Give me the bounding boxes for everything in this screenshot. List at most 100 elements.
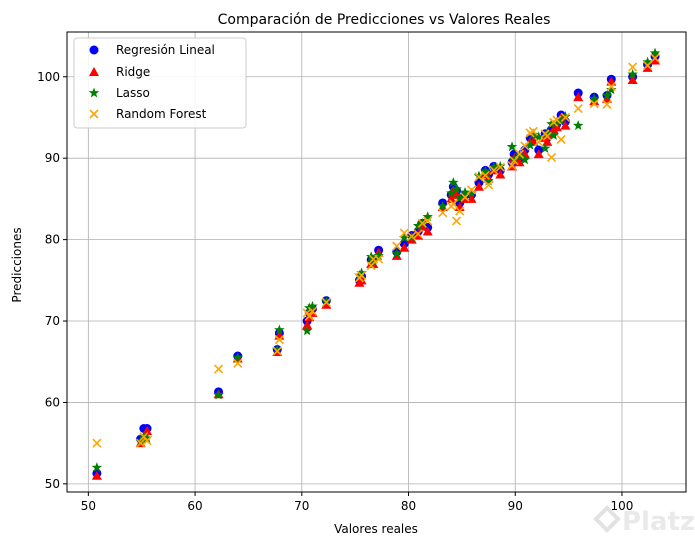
- point-random-forest: [92, 438, 102, 448]
- point-random-forest: [528, 126, 538, 136]
- point-random-forest: [417, 218, 427, 228]
- point-random-forest: [483, 180, 494, 190]
- point-random-forest: [507, 160, 517, 171]
- point-ridge: [642, 62, 653, 72]
- point-random-forest: [136, 438, 146, 448]
- point-lasso: [373, 250, 384, 261]
- point-lasso: [642, 56, 653, 67]
- data-points: [91, 47, 661, 480]
- point-lasso: [412, 220, 424, 231]
- point-lasso: [356, 267, 367, 278]
- y-tick-label: 50: [45, 477, 60, 491]
- watermark-text: Platzi: [622, 507, 695, 537]
- y-tick-label: 70: [45, 314, 60, 328]
- point-random-forest: [602, 99, 612, 110]
- point-random-forest: [552, 115, 562, 125]
- point-lasso: [213, 389, 224, 400]
- point-lasso: [301, 325, 313, 336]
- point-ridge: [422, 226, 433, 236]
- point-lasso: [321, 295, 332, 306]
- point-ridge: [650, 55, 661, 65]
- y-tick-label: 100: [37, 70, 60, 84]
- point-lasso: [506, 141, 518, 152]
- point-random-forest: [272, 346, 282, 356]
- legend-marker-regresion-lineal: [89, 45, 99, 55]
- point-random-forest: [509, 156, 519, 166]
- point-lasso: [232, 352, 243, 363]
- point-lasso: [437, 200, 448, 211]
- point-lasso: [539, 142, 551, 153]
- point-lasso: [533, 131, 544, 142]
- point-ridge: [399, 242, 410, 252]
- point-ridge: [602, 93, 613, 103]
- point-random-forest: [643, 60, 653, 70]
- point-random-forest: [489, 165, 499, 175]
- point-lasso: [548, 129, 559, 140]
- point-random-forest: [423, 216, 433, 226]
- point-lasso: [627, 68, 638, 79]
- point-random-forest: [374, 254, 384, 264]
- point-random-forest: [520, 141, 530, 151]
- point-random-forest: [438, 208, 448, 218]
- point-lasso: [274, 324, 285, 335]
- legend-label-regresion-lineal: Regresión Lineal: [116, 43, 215, 57]
- point-ridge: [533, 149, 544, 159]
- x-tick-label: 60: [187, 499, 202, 513]
- point-random-forest: [628, 62, 638, 72]
- y-tick-label: 80: [45, 233, 60, 247]
- point-ridge: [627, 75, 638, 85]
- point-lasso: [495, 160, 506, 171]
- x-tick-label: 70: [294, 499, 309, 513]
- legend-marker-ridge: [89, 67, 99, 76]
- chart-title: Comparación de Predicciones vs Valores R…: [218, 12, 551, 28]
- point-lasso: [588, 93, 600, 104]
- legend-label-lasso: Lasso: [116, 86, 150, 100]
- x-tick-label: 90: [508, 499, 523, 513]
- point-ridge: [91, 470, 102, 480]
- legend-markers: [88, 45, 100, 119]
- point-random-forest: [399, 228, 409, 238]
- point-lasso: [445, 187, 457, 198]
- point-lasso: [488, 161, 500, 172]
- point-lasso: [519, 154, 531, 165]
- point-random-forest: [321, 297, 331, 307]
- point-ridge: [573, 92, 584, 102]
- point-lasso: [422, 211, 433, 222]
- legend-marker-random-forest: [89, 109, 99, 119]
- point-random-forest: [534, 137, 544, 147]
- point-random-forest: [573, 103, 583, 114]
- point-random-forest: [274, 335, 284, 345]
- point-random-forest: [480, 170, 490, 180]
- watermark: Platzi: [593, 505, 695, 537]
- point-lasso: [454, 192, 465, 203]
- legend-box: [73, 37, 247, 129]
- legend: Regresión Lineal Ridge Lasso Random Fore…: [73, 37, 247, 129]
- point-lasso: [459, 186, 471, 197]
- point-random-forest: [606, 81, 616, 92]
- legend-marker-lasso: [88, 87, 100, 98]
- point-random-forest: [546, 152, 557, 162]
- point-lasso: [91, 462, 103, 473]
- point-lasso: [601, 90, 613, 100]
- grid: [67, 32, 686, 492]
- point-ridge: [495, 169, 506, 179]
- point-random-forest: [366, 261, 376, 271]
- point-random-forest: [392, 241, 402, 251]
- y-axis-label: Predicciones: [10, 227, 24, 302]
- point-lasso: [480, 165, 491, 176]
- series-random-forest: [92, 53, 660, 448]
- point-lasso: [141, 432, 153, 443]
- point-random-forest: [542, 131, 552, 141]
- point-lasso: [524, 139, 536, 150]
- point-random-forest: [233, 358, 243, 368]
- point-random-forest: [560, 112, 570, 123]
- point-ridge: [551, 122, 562, 132]
- axis-ticks: 50 60 70 80 90 100 50 60 70 80 90 100: [37, 70, 633, 513]
- point-lasso: [508, 154, 520, 165]
- x-axis-label: Valores reales: [334, 522, 418, 536]
- point-random-forest: [556, 134, 566, 145]
- point-random-forest: [213, 364, 224, 374]
- point-random-forest: [474, 172, 484, 182]
- point-lasso: [572, 120, 584, 131]
